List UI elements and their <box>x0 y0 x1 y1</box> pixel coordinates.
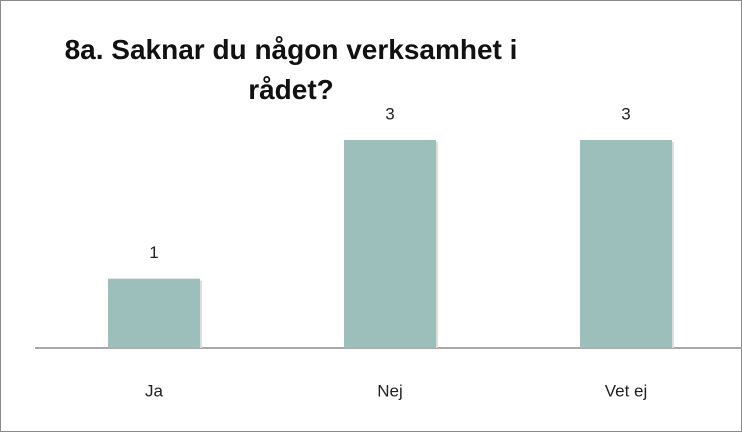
value-label: 1 <box>149 243 158 262</box>
value-label: 3 <box>385 104 394 123</box>
x-tick-label: Vet ej <box>605 381 648 400</box>
x-tick-label: Nej <box>377 381 403 400</box>
x-tick-label: Ja <box>145 381 164 400</box>
bar <box>108 278 200 348</box>
chart-title: 8a. Saknar du någon verksamhet i rådet? <box>64 34 518 105</box>
value-label: 3 <box>621 104 630 123</box>
bar <box>580 140 672 348</box>
bar <box>344 140 436 348</box>
